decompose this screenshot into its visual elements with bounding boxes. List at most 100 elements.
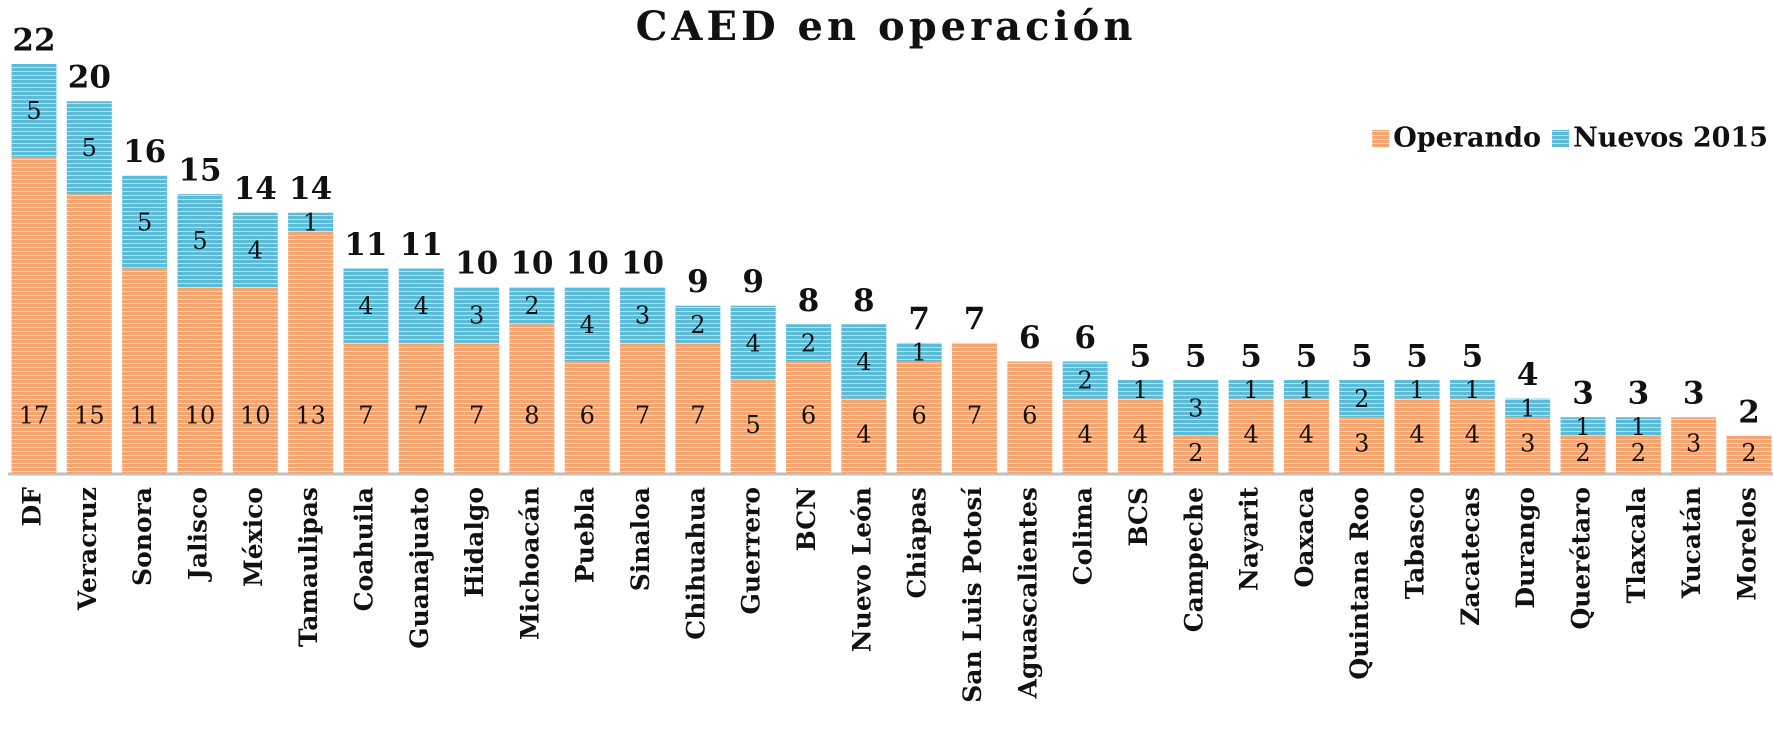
x-tick-label: Nayarit	[1235, 487, 1264, 591]
bar-segment	[398, 342, 444, 473]
total-label: 16	[123, 134, 166, 170]
segment-label: 1	[1631, 413, 1646, 441]
bar-segment	[232, 212, 278, 288]
bar-segment	[1615, 417, 1661, 436]
segment-label: 10	[185, 402, 216, 430]
segment-label: 5	[192, 227, 207, 255]
total-label: 9	[742, 264, 764, 300]
total-label: 10	[566, 246, 609, 282]
segment-label: 5	[137, 209, 152, 237]
bar-segment	[1615, 435, 1661, 473]
x-tick-label: Puebla	[571, 487, 600, 583]
bar-segment	[232, 287, 278, 473]
segment-label: 2	[1741, 439, 1756, 467]
bar-segment	[288, 231, 334, 473]
bar-segment	[896, 342, 942, 362]
legend-swatch	[1552, 130, 1570, 147]
x-tick-label: DF	[18, 487, 47, 527]
bar-segment	[564, 287, 610, 362]
legend-label: Operando	[1393, 123, 1541, 154]
bar-segment	[730, 380, 776, 473]
x-tick-label: Veracruz	[73, 487, 102, 611]
segment-label: 2	[1354, 385, 1369, 413]
segment-label: 1	[1133, 376, 1148, 404]
bar-segment	[122, 175, 168, 269]
bar-segment	[1007, 361, 1053, 473]
bar-segment	[343, 342, 389, 473]
segment-label: 8	[524, 402, 539, 430]
segment-label: 4	[1465, 420, 1480, 448]
total-label: 5	[1406, 339, 1428, 375]
bar-segment	[1228, 380, 1274, 399]
total-label: 15	[178, 153, 221, 189]
total-label: 11	[400, 227, 443, 263]
segment-label: 1	[1520, 394, 1535, 422]
bar-segment	[343, 268, 389, 343]
total-label: 11	[344, 227, 387, 263]
segment-label: 4	[1133, 420, 1148, 448]
segment-label: 7	[967, 402, 982, 430]
bar-segment	[122, 268, 168, 473]
x-tick-label: Quintana Roo	[1345, 487, 1374, 680]
bar-segment	[675, 342, 721, 473]
bar-segment	[1339, 417, 1385, 473]
x-tick-label: Colima	[1069, 487, 1098, 585]
bar-segment	[66, 101, 112, 195]
bar-segment	[1117, 398, 1163, 473]
total-label: 10	[510, 246, 553, 282]
total-label: 22	[12, 23, 55, 59]
bar-segment	[786, 361, 832, 473]
x-tick-label: Sonora	[128, 487, 157, 586]
total-label: 5	[1462, 339, 1484, 375]
bar-segment	[675, 305, 721, 343]
total-label: 8	[853, 283, 875, 319]
bar-segment	[1394, 380, 1440, 399]
x-tick-label: Campeche	[1179, 487, 1208, 632]
bar-segment	[1560, 417, 1606, 436]
x-tick-label: BCN	[792, 487, 821, 551]
bar-segment	[177, 194, 223, 288]
segment-label: 3	[1686, 430, 1701, 458]
x-tick-label: Tabasco	[1401, 487, 1430, 599]
bar-segment	[1283, 380, 1329, 399]
bar-segment	[1062, 398, 1108, 473]
segment-label: 2	[1077, 367, 1092, 395]
x-tick-label: México	[239, 487, 268, 587]
total-label: 14	[234, 171, 277, 207]
segment-label: 3	[469, 301, 484, 329]
segment-label: 1	[912, 339, 927, 367]
x-tick-label: Guanajuato	[405, 487, 434, 649]
segment-label: 5	[82, 134, 97, 162]
bar-segment	[896, 361, 942, 473]
segment-label: 4	[856, 348, 871, 376]
bar-segment	[1173, 435, 1219, 473]
bar-segment	[509, 287, 555, 325]
segment-label: 6	[580, 402, 595, 430]
bar-segment	[951, 342, 997, 473]
x-tick-label: Tlaxcala	[1622, 487, 1651, 603]
bar-segment	[564, 361, 610, 473]
bar-segment	[11, 64, 57, 157]
legend-label: Nuevos 2015	[1573, 123, 1768, 154]
segment-label: 7	[358, 402, 373, 430]
x-tick-label: Hidalgo	[460, 487, 489, 597]
bar-segment	[1671, 417, 1717, 473]
bar-segment	[730, 305, 776, 381]
bar-segment	[509, 324, 555, 473]
segment-label: 3	[1354, 430, 1369, 458]
segment-label: 1	[303, 209, 318, 237]
total-label: 5	[1130, 339, 1152, 375]
x-tick-label: Zacatecas	[1456, 487, 1485, 626]
segment-label: 4	[1409, 420, 1424, 448]
segment-label: 7	[414, 402, 429, 430]
segment-label: 2	[1631, 439, 1646, 467]
segment-label: 1	[1299, 376, 1314, 404]
bar-segment	[1726, 435, 1772, 473]
segment-label: 7	[635, 402, 650, 430]
segment-label: 2	[1575, 439, 1590, 467]
segment-label: 3	[635, 301, 650, 329]
total-label: 4	[1517, 357, 1539, 393]
segment-label: 2	[690, 311, 705, 339]
x-tick-label: Guerrero	[737, 487, 766, 615]
